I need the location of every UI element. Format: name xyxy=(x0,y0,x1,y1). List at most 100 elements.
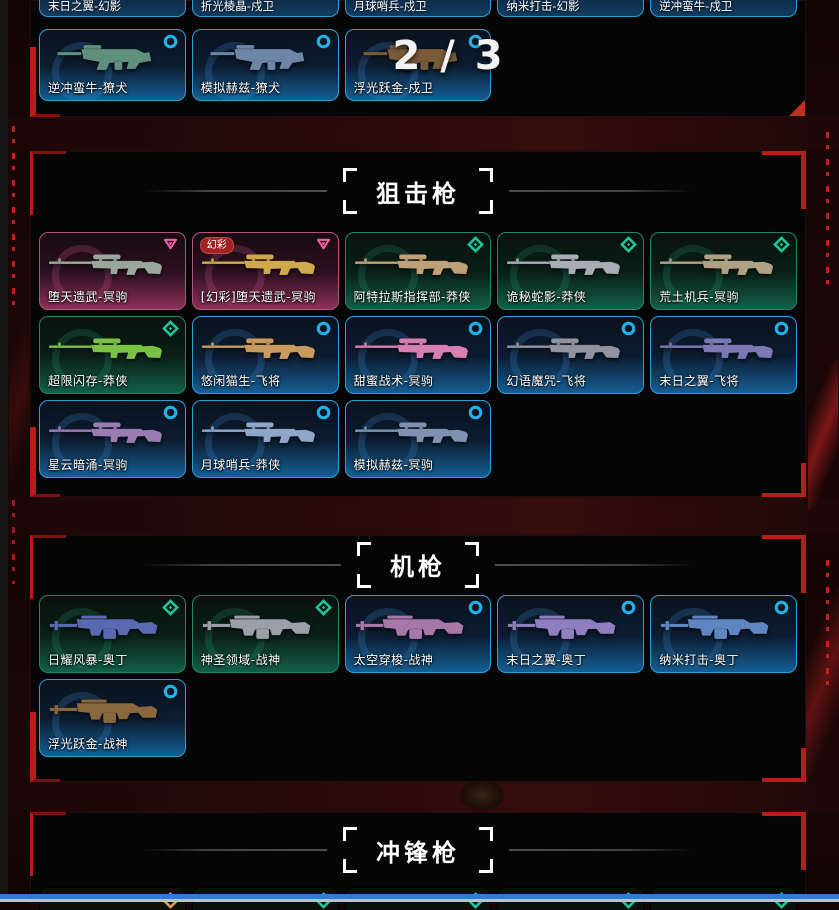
cutoff-skin-card[interactable]: 末日之翼-幻影 xyxy=(39,0,186,17)
skin-card[interactable]: 星云暗涌-冥驹 xyxy=(39,400,186,478)
skin-name-label: 太空穿梭-战神 xyxy=(353,653,434,667)
red-dash-decoration xyxy=(12,500,15,584)
red-dash-decoration xyxy=(826,560,829,692)
deluxe-tier-icon xyxy=(315,404,332,421)
bracket-decoration xyxy=(478,168,493,214)
red-streak-decoration xyxy=(9,292,29,508)
skin-name-label: 浮光跃金-戍卫 xyxy=(353,81,434,95)
skin-card[interactable]: 幻语魔咒-飞将 xyxy=(497,316,645,394)
section-snipers: 狙击枪 堕天遗武-冥驹 幻彩 [幻彩]堕天遗武-冥驹 阿特拉斯指挥部-莽侠 诡秘蛇影-莽… xyxy=(30,151,806,497)
skin-name-label: 甜蜜战术-冥驹 xyxy=(353,374,434,388)
skin-card[interactable]: 日耀风暴-奥丁 xyxy=(39,595,186,673)
select-tier-icon xyxy=(314,599,332,616)
deluxe-tier-icon xyxy=(162,33,179,50)
weapon-image xyxy=(56,44,152,71)
skin-card[interactable]: 末日之翼-飞将 xyxy=(650,316,797,394)
section-header: 机枪 xyxy=(31,536,805,593)
skin-name-label: 星云暗涌-冥驹 xyxy=(48,458,128,472)
header-line xyxy=(143,849,327,851)
skin-card[interactable]: 模拟赫兹-冥驹 xyxy=(344,400,492,478)
cutoff-skin-card[interactable]: 逆冲蛮牛-戍卫 xyxy=(650,0,797,17)
deluxe-tier-icon xyxy=(162,683,179,700)
skin-name-label: 悠闲猫生-飞将 xyxy=(200,374,281,388)
select-tier-icon xyxy=(161,320,179,337)
bracket-decoration xyxy=(357,541,372,588)
bracket-decoration xyxy=(464,541,479,588)
weapon-image xyxy=(507,615,617,640)
skin-card[interactable]: 模拟赫兹-獠犬 xyxy=(191,29,339,101)
page-indicator: 2 / 3 xyxy=(392,33,506,79)
select-tier-icon xyxy=(161,599,179,616)
skin-card[interactable]: 末日之翼-奥丁 xyxy=(497,595,645,673)
skin-card[interactable]: 浮光跃金-戍卫 xyxy=(344,29,492,101)
skin-card[interactable]: 幻彩 [幻彩]堕天遗武-冥驹 xyxy=(191,232,339,310)
deluxe-tier-icon xyxy=(467,404,484,421)
window-edge-strip xyxy=(0,0,8,902)
weapon-image xyxy=(48,337,163,360)
skin-card[interactable]: 超限闪存-莽侠 xyxy=(39,316,186,394)
cutoff-skin-card[interactable]: 折光棱晶-戍卫 xyxy=(191,0,339,17)
skin-card[interactable]: 堕天遗武-冥驹 xyxy=(39,232,186,310)
skin-card[interactable]: 纳米打击-奥丁 xyxy=(650,595,797,673)
weapon-image xyxy=(659,253,774,276)
skin-name-label: 堕天遗武-冥驹 xyxy=(48,290,128,304)
weapon-image xyxy=(49,615,158,640)
deluxe-tier-icon xyxy=(467,320,484,337)
deluxe-tier-icon xyxy=(773,599,790,616)
skin-name-label: 超限闪存-莽侠 xyxy=(48,374,128,388)
bracket-decoration xyxy=(478,827,493,873)
skin-name-label: 末日之翼-奥丁 xyxy=(506,653,587,667)
weapon-image xyxy=(202,615,311,640)
select-tier-icon xyxy=(620,236,638,253)
weapon-image xyxy=(354,253,469,276)
select-tier-icon xyxy=(773,236,790,253)
skin-card[interactable]: 荒土机兵-冥驹 xyxy=(650,232,797,310)
header-line xyxy=(143,190,327,192)
skin-name-label: 阿特拉斯指挥部-莽侠 xyxy=(353,290,471,304)
weapon-image xyxy=(506,253,621,276)
skin-name-label: 纳米打击-奥丁 xyxy=(659,653,740,667)
card-grid: 日耀风暴-奥丁 神圣领域-战神 太空穿梭-战神 末日之翼-奥丁 纳米打击-奥丁浮光跃金-… xyxy=(31,595,805,757)
bracket-decoration xyxy=(343,827,358,873)
weapon-image xyxy=(209,44,305,71)
bracket-decoration xyxy=(343,168,358,214)
header-line xyxy=(143,563,341,566)
skin-name-label: 末日之翼-飞将 xyxy=(659,374,740,388)
skin-card[interactable]: 太空穿梭-战神 xyxy=(344,595,492,673)
section-title: 机枪 xyxy=(390,553,446,581)
bottom-blue-bar xyxy=(0,894,839,899)
skin-name-label: 幻语魔咒-飞将 xyxy=(506,374,587,388)
skin-card[interactable]: 诡秘蛇影-莽侠 xyxy=(497,232,645,310)
skin-name-label: 月球哨兵-戍卫 xyxy=(353,0,427,13)
deluxe-tier-icon xyxy=(467,599,484,616)
skin-card[interactable]: 逆冲蛮牛-獠犬 xyxy=(39,29,186,101)
skin-card[interactable]: 神圣领域-战神 xyxy=(191,595,339,673)
section-title: 狙击枪 xyxy=(376,179,460,208)
select-tier-icon xyxy=(467,236,485,253)
skin-card[interactable]: 月球哨兵-莽侠 xyxy=(191,400,339,478)
skin-name-label: 诡秘蛇影-莽侠 xyxy=(506,290,587,304)
skin-name-label: 逆冲蛮牛-戍卫 xyxy=(659,0,733,13)
exclusive-tier-icon xyxy=(162,236,179,253)
weapon-image xyxy=(201,337,316,360)
exclusive-tier-icon xyxy=(315,236,332,253)
card-grid: 逆冲蛮牛-獠犬 模拟赫兹-獠犬 浮光跃金-戍卫 xyxy=(31,29,805,101)
header-line xyxy=(509,849,693,851)
cutoff-label-row: 末日之翼-幻影 折光棱晶-戍卫 月球哨兵-戍卫 纳米打击-幻影 逆冲蛮牛-戍卫 xyxy=(31,0,805,17)
weapon-image xyxy=(660,615,770,640)
skin-card[interactable]: 阿特拉斯指挥部-莽侠 xyxy=(344,232,492,310)
deluxe-tier-icon xyxy=(315,33,332,50)
skin-card[interactable]: 悠闲猫生-飞将 xyxy=(191,316,339,394)
weapon-image xyxy=(48,253,163,276)
section-header: 冲锋枪 xyxy=(31,813,805,887)
cutoff-skin-card[interactable]: 月球哨兵-戍卫 xyxy=(344,0,492,17)
red-corner-accent xyxy=(789,100,805,116)
background-gap xyxy=(8,497,839,535)
cutoff-skin-card[interactable]: 纳米打击-幻影 xyxy=(497,0,645,17)
skin-card[interactable]: 甜蜜战术-冥驹 xyxy=(344,316,492,394)
red-streak-decoration xyxy=(806,588,839,782)
red-streak-decoration xyxy=(808,359,838,511)
deluxe-tier-icon xyxy=(467,33,484,50)
skin-card[interactable]: 浮光跃金-战神 xyxy=(39,679,186,757)
skin-name-label: [幻彩]堕天遗武-冥驹 xyxy=(200,290,316,304)
